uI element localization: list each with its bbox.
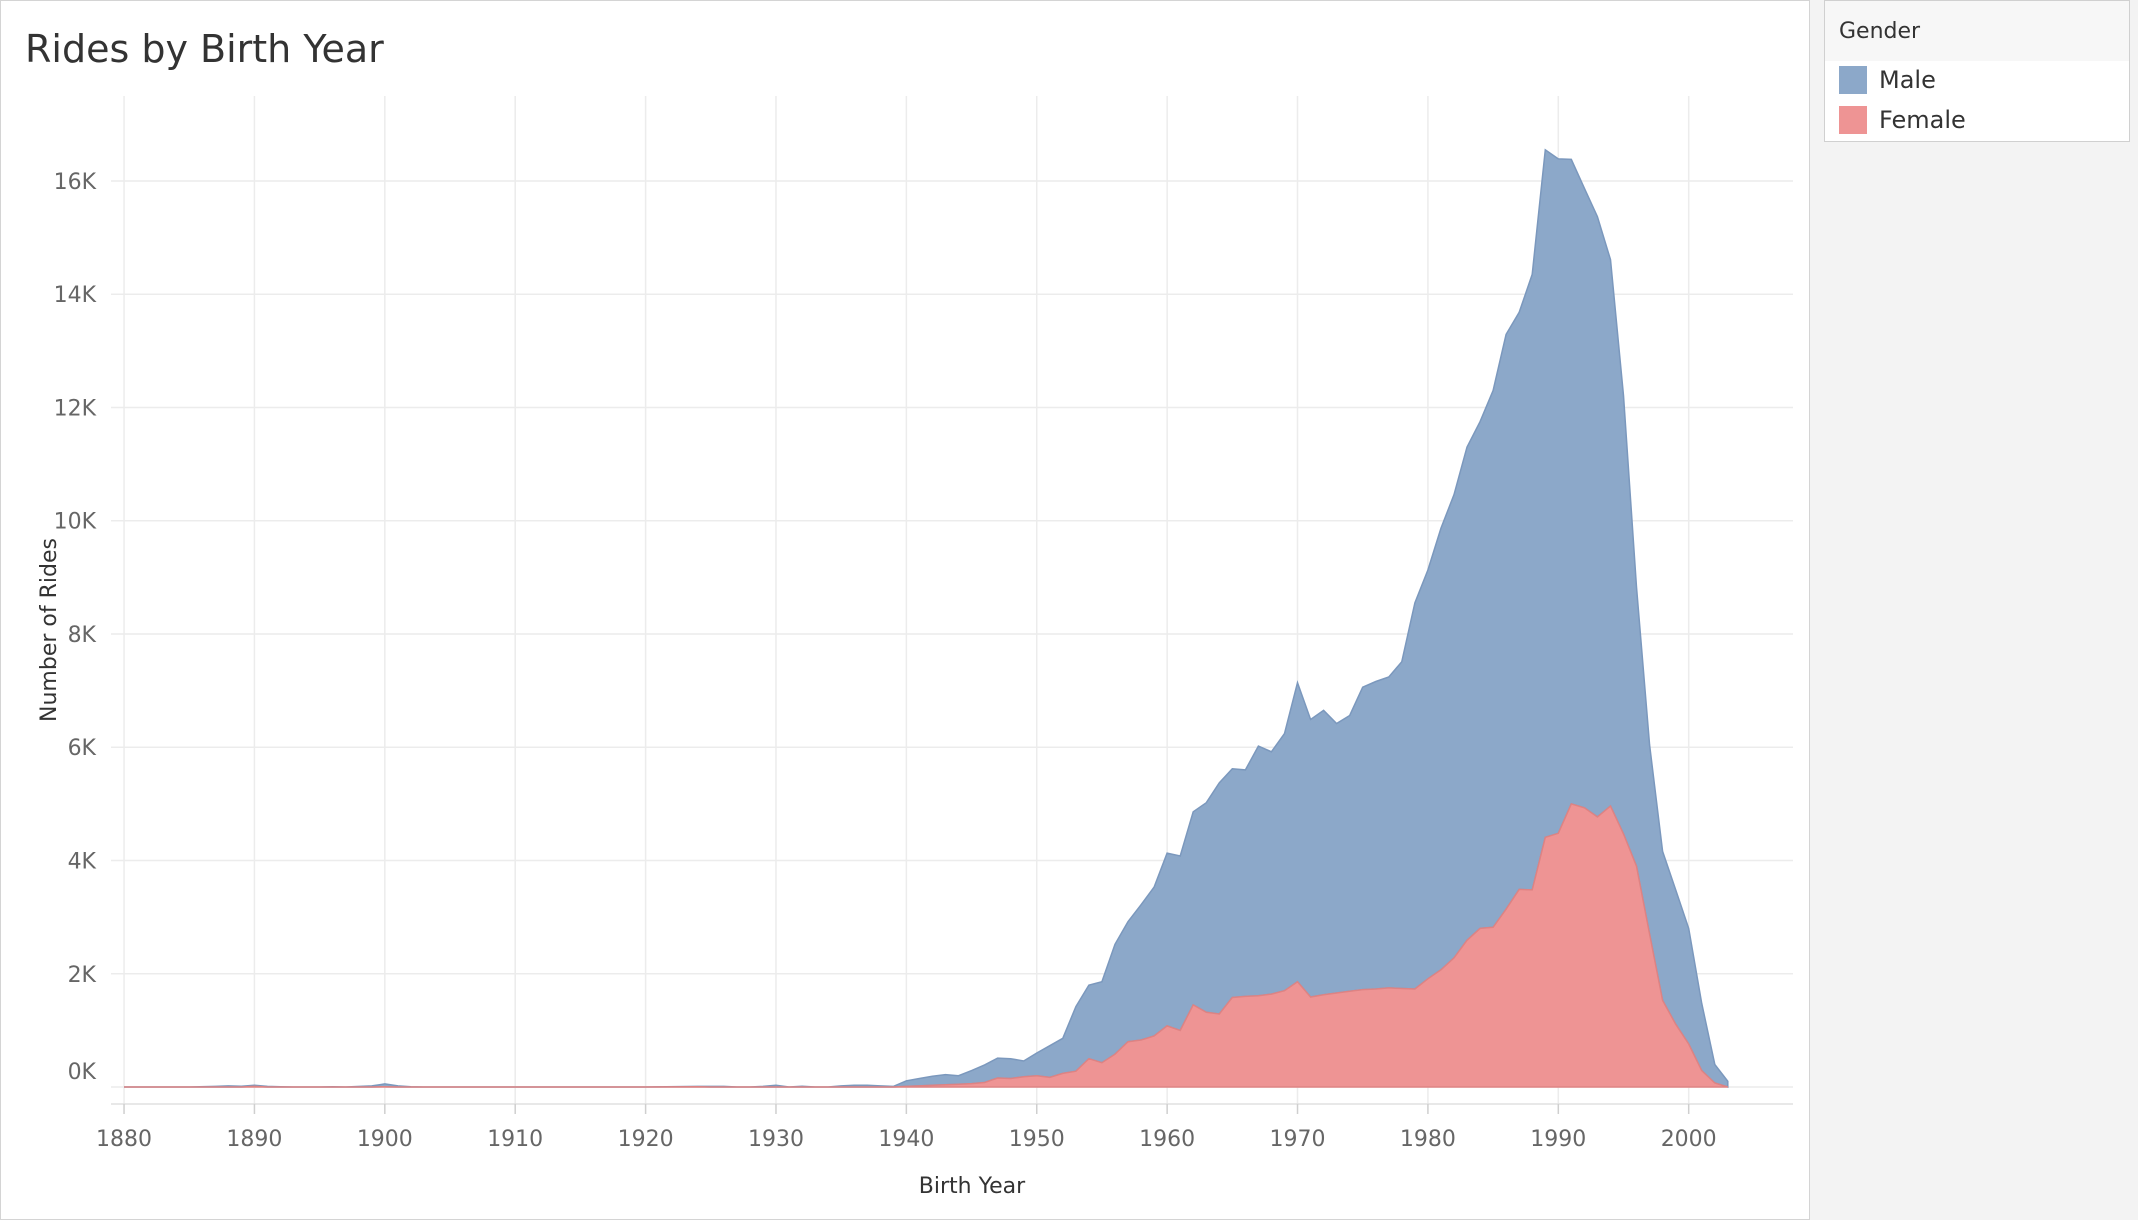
y-tick-label: 2K (68, 963, 97, 988)
x-tick-label: 1950 (1009, 1127, 1065, 1152)
legend-swatch-male (1839, 66, 1867, 94)
x-tick-label: 1980 (1400, 1127, 1456, 1152)
legend-header (1825, 1, 2129, 61)
y-tick-label: 6K (68, 736, 97, 761)
chart-title: Rides by Birth Year (25, 27, 384, 71)
legend-title: Gender (1839, 19, 1921, 44)
chart-panel: Rides by Birth Year 1880 1890 1900 1910 1920… (0, 0, 1810, 1220)
legend: Gender Male Female (1824, 0, 2130, 142)
x-tick-label: 1940 (878, 1127, 934, 1152)
legend-item-male[interactable]: Male (1839, 65, 1936, 95)
x-tick-label: 1880 (96, 1127, 152, 1152)
area-chart: 1880 1890 1900 1910 1920 1930 1940 1950 1960 1970… (37, 96, 1793, 1199)
y-tick-label: 12K (54, 396, 97, 421)
side-panel (1810, 0, 2138, 1220)
x-tick-label: 1960 (1139, 1127, 1195, 1152)
y-tick-label: 16K (54, 170, 97, 195)
legend-label-male: Male (1879, 66, 1936, 94)
y-tick-label: 14K (54, 283, 97, 308)
y-tick-label: 4K (68, 849, 97, 874)
y-tick-label: 8K (68, 623, 97, 648)
area-female[interactable] (124, 802, 1729, 1088)
x-tick-label: 1900 (357, 1127, 413, 1152)
x-tick-label: 1970 (1270, 1127, 1326, 1152)
y-tick-label: 0K (68, 1060, 97, 1085)
x-tick-label: 1990 (1530, 1127, 1586, 1152)
legend-item-female[interactable]: Female (1839, 105, 1966, 135)
x-tick-label: 2000 (1661, 1127, 1717, 1152)
x-tick-label: 1930 (748, 1127, 804, 1152)
y-tick-label: 10K (54, 510, 97, 535)
axis-ticks: 1880 1890 1900 1910 1920 1930 1940 1950 1960 1970… (54, 170, 1717, 1152)
area-series (124, 148, 1729, 1089)
legend-swatch-female (1839, 106, 1867, 134)
y-axis-title: Number of Rides (37, 538, 62, 722)
x-tick-label: 1910 (487, 1127, 543, 1152)
x-tick-label: 1890 (226, 1127, 282, 1152)
legend-label-female: Female (1879, 106, 1966, 134)
x-axis-title: Birth Year (919, 1174, 1026, 1199)
x-tick-label: 1920 (618, 1127, 674, 1152)
